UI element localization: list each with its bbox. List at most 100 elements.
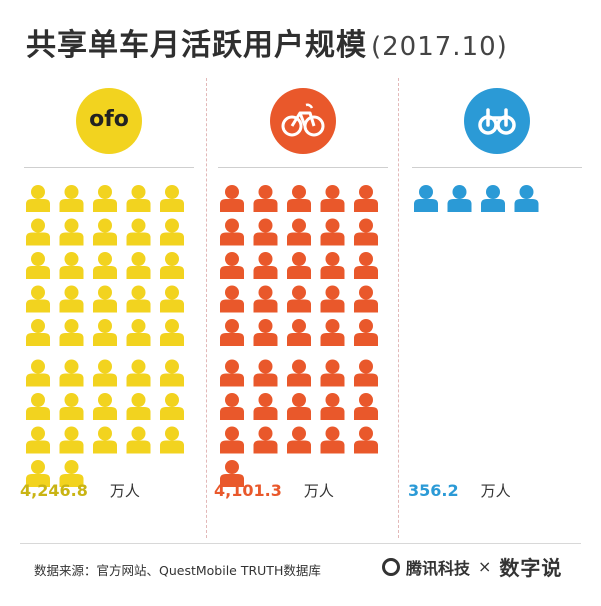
column-ofo: ofo 4,246.8 万人: [14, 70, 204, 540]
person-icon: [481, 185, 505, 212]
person-icon: [26, 319, 50, 346]
person-icon: [354, 426, 378, 454]
person-icon: [354, 185, 378, 212]
person-icon: [253, 218, 278, 246]
value-label: 356.2: [408, 481, 459, 500]
bike-share-glyph: [478, 108, 516, 135]
person-icon: [220, 218, 244, 246]
chart-title: 共享单车月活跃用户规模 (2017.10): [26, 20, 508, 64]
person-icon: [354, 218, 378, 246]
person-icon: [26, 285, 50, 313]
person-icon: [126, 359, 151, 387]
source-note: 数据来源：官方网站、QuestMobile TRUTH数据库: [34, 563, 321, 578]
person-icon: [160, 285, 184, 313]
person-icon: [59, 218, 84, 246]
person-icon: [220, 460, 244, 487]
person-icon: [287, 426, 311, 454]
person-icon: [320, 426, 345, 454]
person-icon: [320, 285, 345, 313]
person-icon: [93, 319, 117, 346]
ofo-logo-text: ofo: [89, 107, 129, 132]
bicycle-glyph: [281, 103, 325, 137]
logo-underline: [412, 167, 582, 168]
person-icon: [160, 393, 184, 420]
person-icon: [220, 252, 244, 279]
value-row-ofo: 4,246.8 万人: [20, 480, 140, 501]
value-row-mobike: 4,101.3 万人: [214, 480, 334, 501]
person-icon: [354, 285, 378, 313]
value-label: 4,101.3: [214, 481, 282, 500]
logo-underline: [218, 167, 388, 168]
person-icon: [59, 319, 84, 346]
person-icon: [26, 460, 50, 487]
title-text: 共享单车月活跃用户规模: [26, 28, 367, 63]
person-icon: [253, 319, 278, 346]
column-hellobike: 356.2 万人: [402, 70, 592, 540]
person-icon: [253, 285, 278, 313]
person-icon: [26, 185, 50, 212]
person-icon: [287, 393, 311, 420]
person-icon: [220, 185, 244, 212]
value-unit: 万人: [480, 482, 511, 500]
person-icon: [220, 393, 244, 420]
person-icon: [26, 252, 50, 279]
person-icon: [126, 393, 151, 420]
partner-name: 数字说: [499, 556, 563, 580]
person-icon: [59, 426, 84, 454]
person-icon: [354, 252, 378, 279]
user-icons-ofo: [26, 185, 184, 487]
value-row-hellobike: 356.2 万人: [408, 480, 511, 501]
person-icon: [220, 426, 244, 454]
bike-share-icon: [464, 88, 530, 154]
value-label: 4,246.8: [20, 481, 88, 500]
person-icon: [220, 319, 244, 346]
person-icon: [93, 285, 117, 313]
person-icon: [26, 426, 50, 454]
person-icon: [287, 252, 311, 279]
person-icon: [253, 393, 278, 420]
person-icon: [126, 285, 151, 313]
bicycle-icon: [270, 88, 336, 154]
person-icon: [93, 252, 117, 279]
person-icon: [59, 359, 84, 387]
person-icon: [320, 185, 345, 212]
person-icon: [126, 319, 151, 346]
person-icon: [59, 252, 84, 279]
person-icon: [287, 185, 311, 212]
person-icon: [59, 285, 84, 313]
user-icons-mobike: [220, 185, 378, 487]
person-icon: [160, 426, 184, 454]
person-icon: [160, 185, 184, 212]
footer-divider: [20, 543, 581, 544]
person-icon: [126, 252, 151, 279]
user-icons-hellobike: [414, 185, 539, 212]
person-icon: [220, 285, 244, 313]
person-icon: [354, 393, 378, 420]
person-icon: [320, 218, 345, 246]
brand-separator: ×: [478, 557, 492, 576]
person-icon: [93, 359, 117, 387]
person-icon: [160, 319, 184, 346]
person-icon: [26, 359, 50, 387]
person-icon: [26, 218, 50, 246]
person-icon: [287, 285, 311, 313]
person-icon: [354, 359, 378, 387]
person-icon: [253, 185, 278, 212]
person-icon: [287, 359, 311, 387]
value-unit: 万人: [303, 482, 334, 500]
person-icon: [287, 218, 311, 246]
person-icon: [93, 185, 117, 212]
logo-underline: [24, 167, 194, 168]
person-icon: [320, 359, 345, 387]
person-icon: [160, 359, 184, 387]
column-divider: [206, 78, 207, 538]
person-icon: [514, 185, 539, 212]
person-icon: [126, 185, 151, 212]
person-icon: [287, 319, 311, 346]
person-icon: [59, 460, 84, 487]
person-icon: [253, 359, 278, 387]
person-icon: [160, 218, 184, 246]
person-icon: [220, 359, 244, 387]
value-unit: 万人: [109, 482, 140, 500]
person-icon: [354, 319, 378, 346]
